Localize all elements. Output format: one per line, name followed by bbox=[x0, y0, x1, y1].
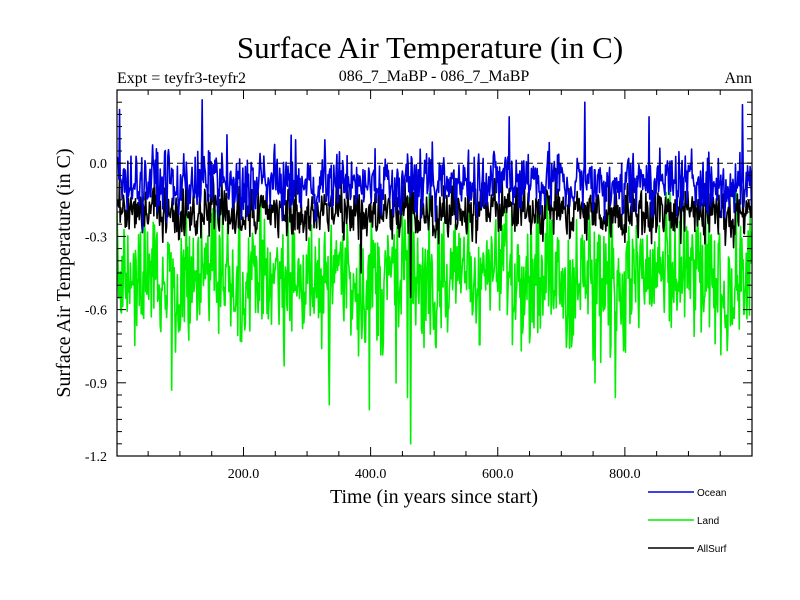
x-tick-label: 600.0 bbox=[482, 467, 514, 482]
y-tick-label: -0.3 bbox=[85, 230, 107, 245]
y-tick-label: -0.9 bbox=[85, 377, 107, 392]
chart-title: Surface Air Temperature (in C) bbox=[237, 30, 623, 65]
plot-frame bbox=[116, 89, 753, 457]
x-axis: 200.0 400.0 600.0 800.0 bbox=[147, 90, 753, 482]
x-tick-label: 400.0 bbox=[355, 467, 387, 482]
legend-label-allsurf: AllSurf bbox=[697, 544, 727, 555]
x-tick-label: 200.0 bbox=[228, 467, 260, 482]
y-tick-label: 0.0 bbox=[90, 157, 108, 172]
plot-area bbox=[117, 98, 752, 445]
x-tick-label: 800.0 bbox=[609, 467, 641, 482]
season-label: Ann bbox=[724, 70, 752, 87]
x-axis-label: Time (in years since start) bbox=[330, 486, 538, 508]
y-axis-label: Surface Air Temperature (in C) bbox=[53, 148, 75, 397]
y-tick-label: -1.2 bbox=[85, 450, 107, 465]
y-tick-label: -0.6 bbox=[85, 304, 107, 319]
legend: Ocean Land AllSurf bbox=[648, 488, 727, 555]
legend-label-land: Land bbox=[697, 516, 719, 527]
series-land-line bbox=[117, 191, 752, 445]
legend-label-ocean: Ocean bbox=[697, 488, 726, 499]
period-label: 086_7_MaBP - 086_7_MaBP bbox=[339, 68, 530, 85]
experiment-label: Expt = teyfr3-teyfr2 bbox=[117, 70, 246, 87]
series-ocean-line bbox=[117, 98, 752, 232]
series-allsurf-line bbox=[117, 167, 752, 299]
